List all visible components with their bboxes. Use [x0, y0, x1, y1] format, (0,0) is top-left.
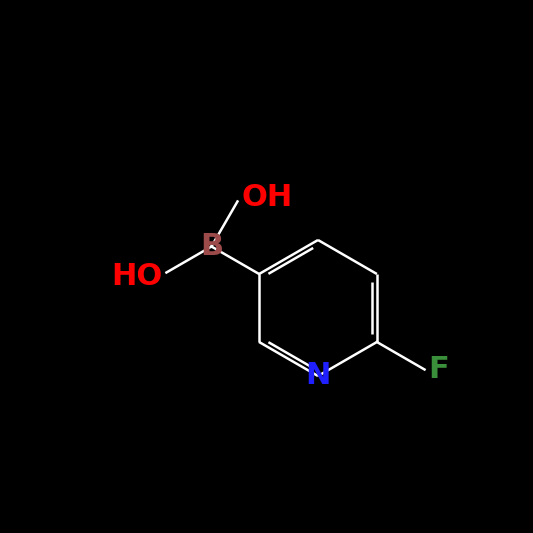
Text: F: F: [428, 355, 449, 384]
Text: B: B: [200, 232, 223, 261]
Text: OH: OH: [241, 183, 293, 212]
Text: HO: HO: [111, 262, 163, 291]
Text: N: N: [305, 361, 330, 391]
